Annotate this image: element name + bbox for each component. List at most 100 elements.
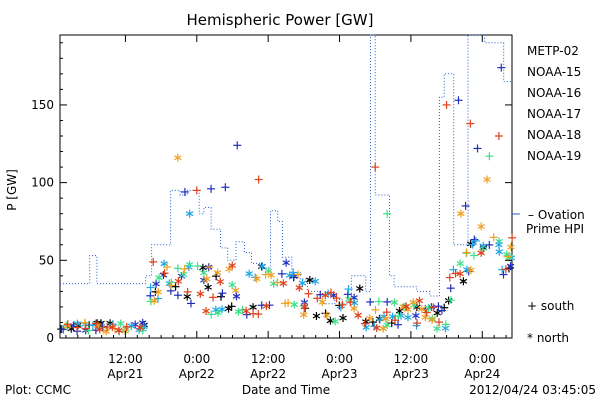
data-point (312, 312, 321, 321)
south-marker-legend: + south (527, 299, 574, 313)
legend-entry: NOAA-17 (527, 107, 581, 121)
data-point (461, 201, 470, 210)
data-point (434, 302, 443, 311)
data-point (451, 269, 460, 278)
legend-entry: NOAA-19 (527, 149, 581, 163)
data-point (313, 294, 322, 303)
data-point (225, 264, 233, 273)
x-axis-label: Date and Time (242, 383, 330, 397)
data-point (326, 288, 335, 297)
data-point (155, 273, 163, 282)
data-point (294, 270, 303, 279)
data-point (433, 308, 442, 317)
data-point (456, 269, 464, 278)
data-point (173, 153, 182, 162)
data-point (497, 63, 506, 72)
data-point (323, 311, 331, 320)
x-axis: 12:00Apr210:00Apr2212:00Apr220:00Apr2312… (65, 35, 507, 381)
data-point (282, 258, 290, 267)
data-point (261, 270, 270, 279)
data-point (394, 312, 403, 321)
data-point (495, 240, 503, 249)
data-point (116, 319, 125, 328)
data-point (277, 269, 286, 278)
data-point (73, 323, 82, 332)
x-tick-date: Apr22 (179, 367, 215, 381)
data-point (409, 298, 418, 307)
data-point (290, 272, 298, 281)
legend-entry: NOAA-15 (527, 65, 581, 79)
data-point (466, 119, 475, 128)
data-point (390, 316, 399, 325)
data-point (185, 260, 194, 269)
data-point (446, 296, 455, 305)
data-point (242, 306, 250, 315)
data-point (166, 281, 175, 290)
data-point (506, 262, 515, 271)
data-point (457, 209, 465, 218)
data-point (383, 209, 392, 218)
data-point (232, 292, 241, 301)
data-point (295, 283, 304, 292)
data-point (180, 264, 189, 273)
data-point (146, 283, 155, 292)
data-point (254, 175, 263, 184)
data-point (382, 314, 390, 323)
data-point (290, 300, 299, 309)
data-point (379, 324, 388, 333)
ovation-label-line2: Prime HPI (526, 222, 584, 236)
x-tick-time: 12:00 (251, 352, 286, 366)
plot-credit: Plot: CCMC (5, 383, 71, 397)
data-point (202, 306, 210, 315)
data-point (102, 327, 110, 336)
data-point (383, 321, 391, 330)
data-point (469, 251, 478, 260)
data-point (382, 308, 391, 317)
data-point (360, 319, 369, 328)
data-point (173, 291, 182, 300)
data-point (63, 320, 72, 329)
data-point (207, 310, 216, 319)
data-point (459, 277, 468, 286)
data-point (115, 326, 123, 335)
plot-timestamp: 2012/04/24 03:45:05 (469, 383, 596, 397)
data-point (262, 302, 271, 311)
data-point (289, 268, 298, 277)
data-point (456, 259, 464, 268)
data-point (402, 302, 410, 311)
x-tick-date: Apr24 (464, 367, 500, 381)
data-point (366, 297, 375, 306)
legend-entry: NOAA-18 (527, 128, 581, 142)
x-tick-date: Apr21 (107, 367, 143, 381)
data-point (462, 248, 471, 257)
data-point (159, 271, 168, 280)
data-point (174, 277, 183, 286)
data-point (221, 183, 230, 192)
data-point (122, 322, 131, 331)
data-point (421, 313, 430, 322)
data-point (395, 306, 404, 315)
data-point (91, 319, 100, 328)
data-point (300, 302, 309, 311)
data-point (205, 263, 214, 272)
data-point (338, 300, 347, 309)
x-tick-date: Apr22 (250, 367, 286, 381)
data-point (477, 222, 485, 231)
data-point (254, 310, 263, 319)
data-point (318, 298, 327, 307)
satellite-points (57, 63, 517, 336)
data-point (306, 276, 314, 285)
data-point (299, 310, 308, 319)
data-point (489, 233, 498, 242)
data-point (218, 289, 227, 298)
legend: METP-02 NOAA-15 NOAA-16 NOAA-17 NOAA-18 NOAA-… (527, 44, 581, 163)
data-point (180, 187, 189, 196)
data-point (108, 323, 117, 332)
data-point (470, 235, 479, 244)
plot-area (59, 34, 513, 339)
data-point (216, 292, 225, 301)
data-point (346, 298, 355, 307)
data-point (343, 290, 352, 299)
data-point (331, 317, 339, 326)
